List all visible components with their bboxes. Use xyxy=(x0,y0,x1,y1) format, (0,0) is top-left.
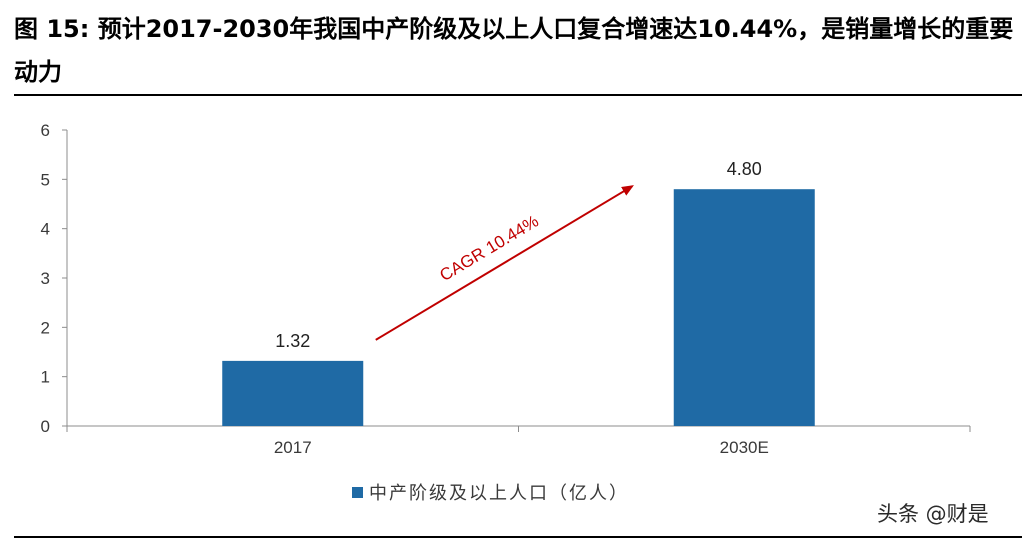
watermark-text: 头条 @财是 xyxy=(877,502,989,526)
data-label: 4.80 xyxy=(727,159,762,179)
data-label: 1.32 xyxy=(275,331,310,351)
y-tick-label: 1 xyxy=(41,368,50,387)
bar xyxy=(222,360,364,426)
x-axis-ticks: 2017 2030E xyxy=(66,426,971,457)
cagr-arrow xyxy=(375,185,634,341)
y-tick-label: 4 xyxy=(41,220,50,239)
legend-label: 中产阶级及以上人口（亿人） xyxy=(369,483,629,504)
data-labels: 1.32 4.80 xyxy=(275,159,762,351)
bar-series xyxy=(222,189,815,426)
bottom-rule xyxy=(14,536,1022,538)
figure-title: 图 15: 预计2017-2030年我国中产阶级及以上人口复合增速达10.44%… xyxy=(14,15,1014,86)
x-tick-label: 2017 xyxy=(274,438,312,457)
cagr-label: CAGR 10.44% xyxy=(436,212,541,286)
title-rule xyxy=(14,94,1022,96)
cagr-annotation: CAGR 10.44% xyxy=(375,185,634,341)
legend-swatch xyxy=(352,487,363,498)
chart-axes xyxy=(66,130,970,427)
bar xyxy=(673,189,815,426)
y-tick-label: 2 xyxy=(41,318,50,337)
y-tick-label: 0 xyxy=(41,417,50,436)
y-tick-label: 3 xyxy=(41,269,50,288)
y-axis-ticks: 0 1 2 3 4 5 6 xyxy=(41,121,67,436)
legend: 中产阶级及以上人口（亿人） xyxy=(352,483,629,504)
x-tick-label: 2030E xyxy=(720,438,769,457)
y-tick-label: 6 xyxy=(41,121,50,140)
y-tick-label: 5 xyxy=(41,170,50,189)
